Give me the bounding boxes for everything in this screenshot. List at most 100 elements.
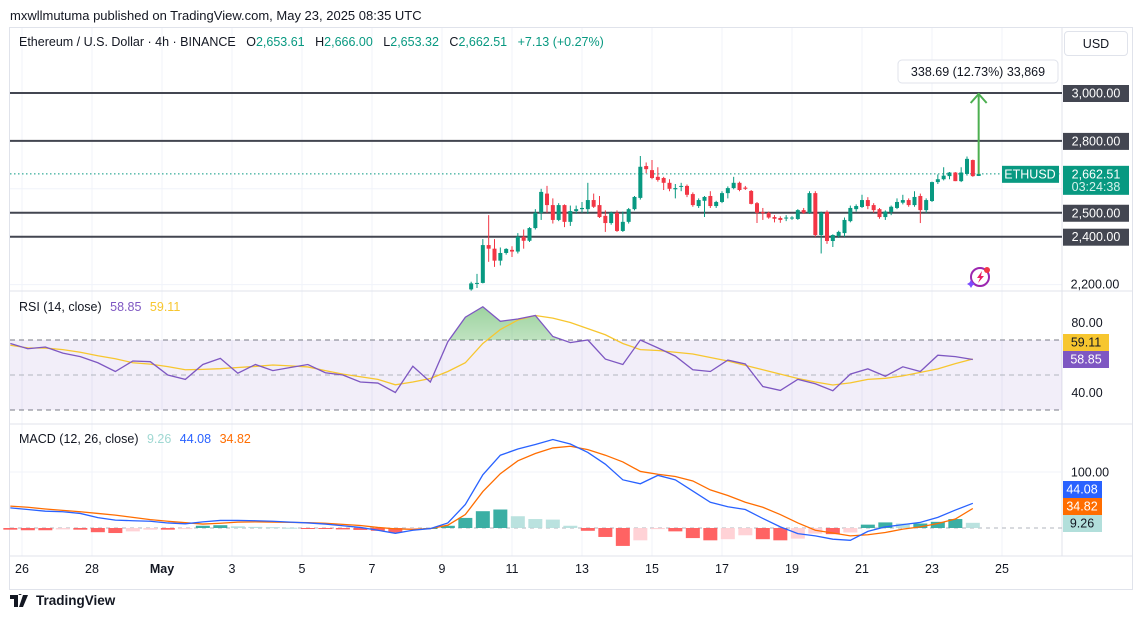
candle-body[interactable] — [492, 248, 497, 261]
candle-body[interactable] — [749, 190, 754, 204]
candle-body[interactable] — [795, 210, 800, 219]
rsi-ma-line[interactable] — [10, 314, 973, 386]
candle-body[interactable] — [644, 166, 649, 170]
candle-body[interactable] — [515, 236, 520, 252]
candle-body[interactable] — [609, 212, 614, 224]
candle-body[interactable] — [953, 172, 958, 182]
candle-body[interactable] — [486, 245, 491, 249]
candle-body[interactable] — [825, 212, 829, 242]
tradingview-logo[interactable]: TradingView — [10, 593, 115, 608]
candle-body[interactable] — [941, 175, 946, 180]
candle-body[interactable] — [667, 182, 672, 189]
candle-body[interactable] — [574, 209, 579, 212]
candle-body[interactable] — [696, 200, 701, 207]
candle-body[interactable] — [661, 178, 666, 183]
candle-body[interactable] — [580, 207, 584, 210]
candle-body[interactable] — [545, 193, 549, 206]
candle-body[interactable] — [760, 212, 765, 214]
candle-body[interactable] — [918, 195, 923, 211]
candle-body[interactable] — [895, 201, 899, 208]
candle-body[interactable] — [784, 217, 789, 219]
candle-body[interactable] — [673, 188, 678, 190]
candle-body[interactable] — [626, 209, 631, 222]
candle-body[interactable] — [556, 205, 561, 220]
candle-body[interactable] — [737, 182, 742, 190]
candle-body[interactable] — [690, 194, 695, 206]
candle-body[interactable] — [539, 191, 544, 213]
candle-body[interactable] — [848, 207, 853, 222]
candle-body[interactable] — [778, 218, 783, 220]
candle-body[interactable] — [860, 200, 864, 208]
candle-body[interactable] — [965, 158, 969, 174]
candle-body[interactable] — [714, 201, 719, 207]
candle-body[interactable] — [906, 200, 911, 206]
candle-body[interactable] — [889, 206, 894, 213]
rsi-legend[interactable]: RSI (14, close) 58.85 59.11 — [19, 300, 180, 314]
candle-body[interactable] — [924, 200, 929, 211]
candle-body[interactable] — [836, 231, 841, 236]
candle-body[interactable] — [854, 206, 859, 210]
rsi-line[interactable] — [10, 305, 973, 394]
lightning-icon[interactable] — [967, 267, 990, 288]
candle-body[interactable] — [679, 185, 684, 187]
candle-body[interactable] — [766, 212, 771, 218]
candle-body[interactable] — [533, 212, 538, 229]
candle-body[interactable] — [871, 205, 876, 211]
candle-body[interactable] — [731, 182, 736, 189]
candle-body[interactable] — [830, 235, 835, 242]
candle-body[interactable] — [900, 200, 905, 203]
candle-body[interactable] — [702, 196, 707, 201]
candle-body[interactable] — [521, 236, 526, 241]
candle-body[interactable] — [475, 282, 479, 284]
candle-body[interactable] — [842, 219, 847, 234]
macd-legend[interactable]: MACD (12, 26, close) 9.26 44.08 34.82 — [19, 432, 251, 446]
candle-body[interactable] — [720, 193, 724, 202]
measure-tool[interactable]: 338.69 (12.73%) 33,869 — [897, 59, 1059, 175]
candle-body[interactable] — [819, 212, 824, 236]
candle-body[interactable] — [807, 193, 812, 213]
currency-button[interactable]: USD — [1064, 31, 1128, 56]
candle-body[interactable] — [883, 211, 888, 218]
candle-body[interactable] — [480, 245, 485, 283]
candle-body[interactable] — [655, 176, 660, 180]
candle-body[interactable] — [469, 283, 474, 290]
candle-body[interactable] — [498, 252, 503, 261]
candle-body[interactable] — [912, 196, 917, 206]
candle-body[interactable] — [650, 170, 654, 179]
candle-body[interactable] — [930, 182, 934, 202]
candle-body[interactable] — [947, 172, 952, 177]
candle-body[interactable] — [527, 228, 532, 241]
symbol-description[interactable]: Ethereum / U.S. Dollar · 4h · BINANCE — [19, 35, 236, 49]
candle-body[interactable] — [725, 188, 730, 194]
candle-body[interactable] — [638, 166, 643, 198]
candle-body[interactable] — [772, 217, 777, 219]
candle-body[interactable] — [755, 203, 759, 213]
candle-body[interactable] — [550, 205, 555, 220]
candle-body[interactable] — [562, 205, 567, 222]
candle-body[interactable] — [959, 172, 964, 182]
candle-body[interactable] — [603, 215, 608, 224]
candle-body[interactable] — [685, 185, 689, 195]
candle-body[interactable] — [510, 249, 514, 252]
candle-body[interactable] — [743, 187, 748, 189]
candle-body[interactable] — [615, 212, 619, 231]
candle-body[interactable] — [568, 211, 573, 222]
candle-body[interactable] — [970, 160, 975, 177]
candle-body[interactable] — [597, 205, 602, 218]
macd-line[interactable] — [10, 438, 974, 541]
candle-body[interactable] — [591, 200, 596, 207]
candle-body[interactable] — [935, 179, 940, 183]
candle-body[interactable] — [585, 200, 590, 210]
candle-body[interactable] — [620, 221, 625, 231]
candle-body[interactable] — [801, 210, 806, 213]
candle-body[interactable] — [632, 196, 637, 210]
candle-body[interactable] — [877, 209, 882, 218]
candle-body[interactable] — [504, 248, 509, 253]
candle-body[interactable] — [790, 217, 794, 219]
candle-body[interactable] — [976, 173, 981, 176]
candle-body[interactable] — [708, 195, 713, 207]
macd-signal-line[interactable] — [10, 445, 974, 537]
candle-body[interactable] — [865, 200, 870, 207]
candle-body[interactable] — [813, 193, 818, 236]
